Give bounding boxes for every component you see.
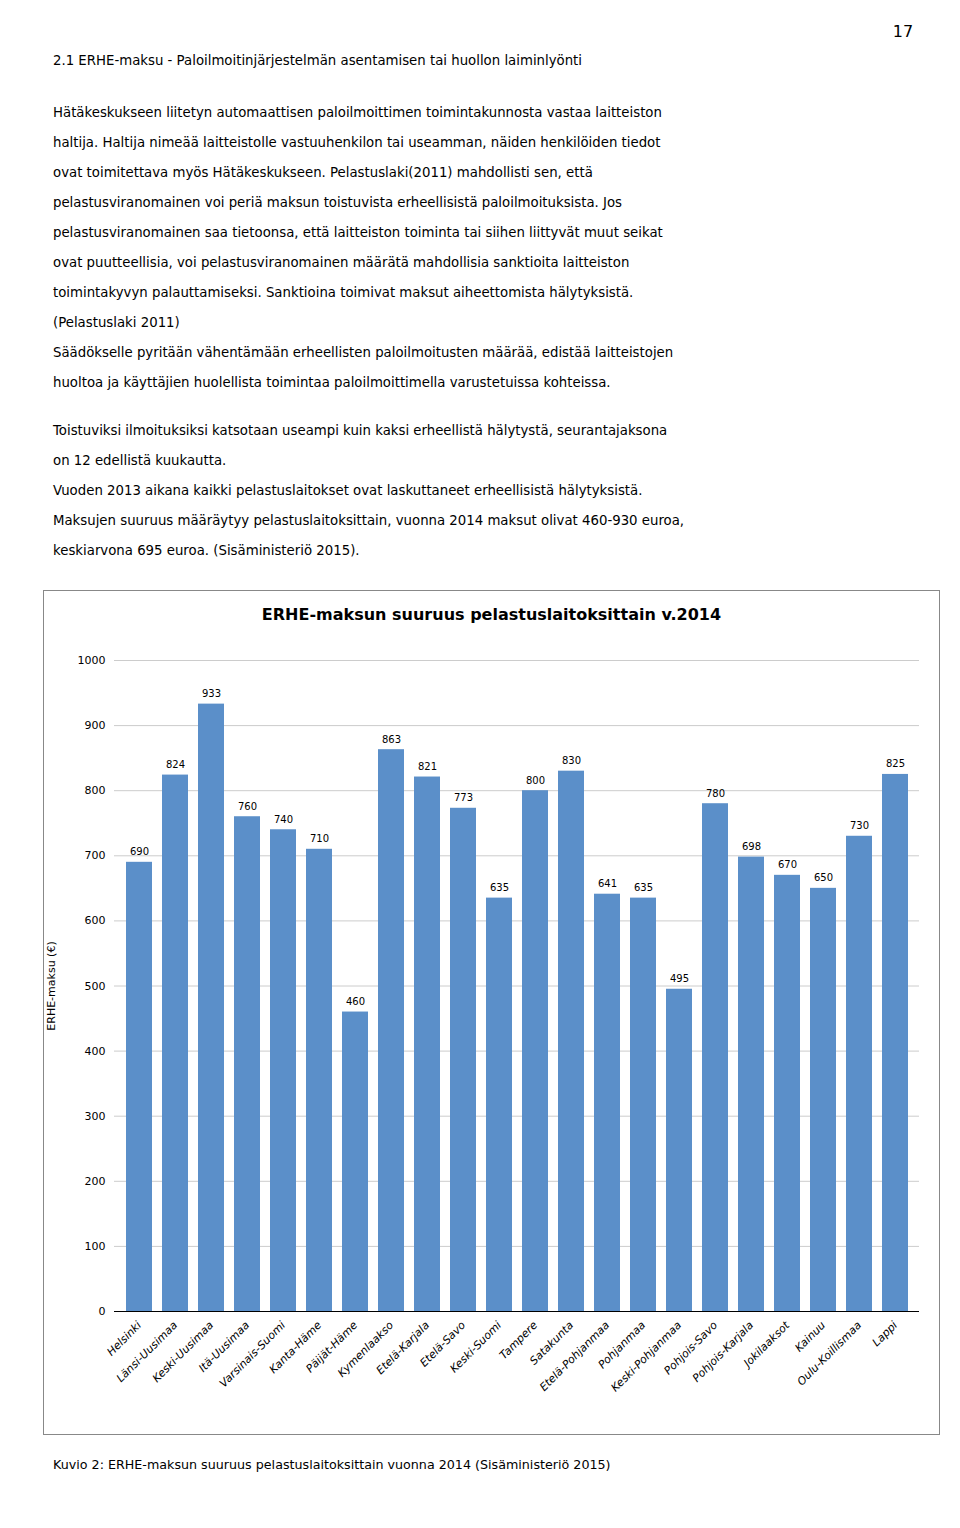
svg-text:1000: 1000 [78,654,106,667]
svg-text:Pohjanmaa: Pohjanmaa [595,1318,649,1372]
html-text:toimintakyvyn palauttamiseksi.: toimintakyvyn palauttamiseksi. Sanktioin… [53,285,634,300]
svg-text:Keski-Uusimaa: Keski-Uusimaa [150,1319,216,1385]
svg-text:Oulu-Koillismaa: Oulu-Koillismaa [795,1319,865,1389]
svg-text:825: 825 [886,758,905,769]
svg-text:773: 773 [454,792,473,803]
html-text:ovat toimitettava myös Hätäkes: ovat toimitettava myös Hätäkeskukseen. P… [53,165,593,180]
svg-text:Helsinki: Helsinki [104,1318,145,1359]
svg-text:650: 650 [814,872,833,883]
svg-text:ERHE-maksu (€): ERHE-maksu (€) [45,941,58,1030]
svg-text:641: 641 [598,878,617,889]
svg-text:495: 495 [670,973,689,984]
svg-text:800: 800 [526,775,545,786]
svg-text:670: 670 [778,859,797,870]
svg-text:800: 800 [85,784,106,797]
svg-text:635: 635 [490,882,509,893]
html-text:Kuvio 2: ERHE-maksun suuruus p: Kuvio 2: ERHE-maksun suuruus pelastuslai… [53,1457,611,1472]
svg-text:Itä-Uusimaa: Itä-Uusimaa [196,1318,253,1375]
svg-text:Kymenlaakso: Kymenlaakso [335,1318,397,1380]
svg-text:Kanta-Häme: Kanta-Häme [266,1318,325,1377]
svg-text:Keski-Suomi: Keski-Suomi [447,1319,504,1376]
html-text:17: 17 [892,22,914,41]
svg-text:400: 400 [85,1045,106,1058]
svg-text:Keski-Pohjanmaa: Keski-Pohjanmaa [608,1318,685,1395]
html-text:keskiarvona 695 euroa. (Sisämi: keskiarvona 695 euroa. (Sisäministeriö 2… [53,543,360,558]
html-text:2.1 ERHE-maksu - Paloilmoitinj: 2.1 ERHE-maksu - Paloilmoitinjärjestelmä… [53,53,582,68]
svg-text:821: 821 [418,761,437,772]
html-text:Maksujen suuruus määräytyy pel: Maksujen suuruus määräytyy pelastuslaito… [53,513,685,528]
html-text:haltija. Haltija nimeää laitte: haltija. Haltija nimeää laitteistolle va… [53,135,661,150]
svg-text:710: 710 [310,833,329,844]
svg-text:740: 740 [274,814,293,825]
svg-text:830: 830 [562,755,581,766]
html-text:ovat puutteellisia, voi pelast: ovat puutteellisia, voi pelastusviranoma… [53,255,630,270]
svg-text:600: 600 [85,914,106,927]
html-text:Vuoden 2013 aikana kaikki pela: Vuoden 2013 aikana kaikki pelastuslaitok… [53,483,643,498]
html-text:ERHE-maksun suuruus pelastusla: ERHE-maksun suuruus pelastuslaitoksittai… [261,605,722,624]
svg-text:500: 500 [85,980,106,993]
svg-text:Pohjois-Savo: Pohjois-Savo [661,1318,721,1378]
svg-text:760: 760 [238,801,257,812]
svg-text:Päijät-Häme: Päijät-Häme [303,1318,361,1376]
svg-text:200: 200 [85,1175,106,1188]
svg-text:690: 690 [130,846,149,857]
html-text:huoltoa ja käyttäjien huolelli: huoltoa ja käyttäjien huolellista toimin… [53,375,611,390]
svg-text:730: 730 [850,820,869,831]
svg-text:Länsi-Uusimaa: Länsi-Uusimaa [114,1319,180,1385]
svg-text:700: 700 [85,849,106,862]
html-text:on 12 edellistä kuukautta.: on 12 edellistä kuukautta. [53,453,227,468]
svg-text:Etelä-Karjala: Etelä-Karjala [374,1319,433,1378]
html-text:Säädökselle pyritään vähentämä: Säädökselle pyritään vähentämään erheell… [53,345,674,360]
svg-text:100: 100 [85,1240,106,1253]
svg-text:900: 900 [85,719,106,732]
svg-text:300: 300 [85,1110,106,1123]
html-text:pelastusviranomainen saa tieto: pelastusviranomainen saa tietoonsa, että… [53,225,663,240]
svg-text:635: 635 [634,882,653,893]
svg-text:0: 0 [99,1305,106,1318]
svg-text:Satakunta: Satakunta [527,1318,577,1368]
html-text:pelastusviranomainen voi periä: pelastusviranomainen voi periä maksun to… [53,195,622,210]
svg-text:Etelä-Savo: Etelä-Savo [417,1318,469,1370]
svg-text:824: 824 [166,759,185,770]
svg-text:863: 863 [382,734,401,745]
svg-text:Pohjois-Karjala: Pohjois-Karjala [690,1319,756,1385]
svg-text:780: 780 [706,788,725,799]
html-text:Hätäkeskukseen liitetyn automa: Hätäkeskukseen liitetyn automaattisen pa… [53,105,662,120]
svg-text:Lappi: Lappi [870,1319,900,1349]
svg-text:Kainuu: Kainuu [792,1319,828,1355]
svg-text:698: 698 [742,841,761,852]
svg-text:460: 460 [346,996,365,1007]
svg-text:Etelä-Pohjanmaa: Etelä-Pohjanmaa [537,1318,613,1394]
svg-text:Tampere: Tampere [496,1318,541,1362]
svg-text:Jokilaaksot: Jokilaaksot [740,1318,793,1371]
svg-text:933: 933 [202,688,221,699]
svg-text:Varsinais-Suomi: Varsinais-Suomi [217,1319,288,1390]
html-text:(Pelastuslaki 2011): (Pelastuslaki 2011) [53,315,180,330]
html-text:Toistuviksi ilmoituksiksi kats: Toistuviksi ilmoituksiksi katsotaan usea… [53,423,668,438]
